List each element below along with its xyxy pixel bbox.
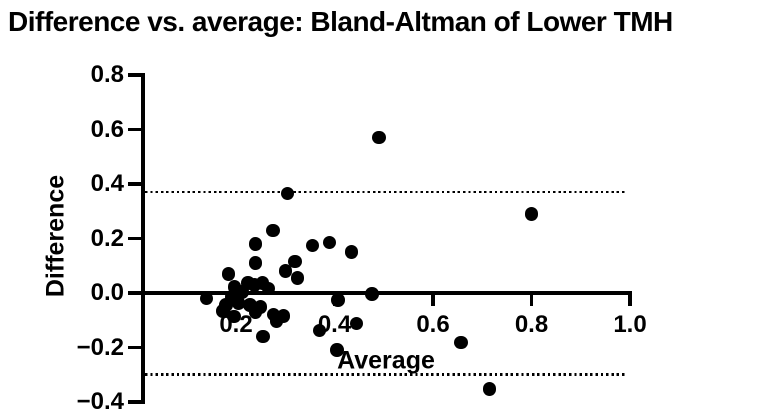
x-tick-mark <box>431 293 435 306</box>
y-tick-mark <box>128 127 141 132</box>
y-tick-label: −0.2 <box>76 333 124 361</box>
data-point <box>278 264 292 278</box>
data-point <box>524 207 539 221</box>
data-point <box>331 293 345 307</box>
y-tick-label: 0.4 <box>90 170 124 197</box>
x-tick-label: 0.8 <box>514 311 549 338</box>
data-point <box>349 316 364 331</box>
y-tick-mark <box>128 291 141 295</box>
y-tick-mark <box>128 345 141 350</box>
data-point <box>365 287 379 301</box>
y-tick-label: 0.0 <box>90 279 124 306</box>
chart-title: Difference vs. average: Bland-Altman of … <box>8 6 673 37</box>
data-point <box>482 382 497 396</box>
data-point <box>305 238 320 253</box>
data-point <box>280 186 295 201</box>
y-tick-label: 0.2 <box>90 224 124 252</box>
data-point <box>221 267 236 281</box>
data-point <box>261 281 276 296</box>
data-point <box>372 130 386 145</box>
x-tick-label: 1.0 <box>613 311 647 338</box>
x-tick-label: 0.6 <box>416 311 450 338</box>
data-point <box>322 235 337 250</box>
lower-loa-line <box>145 373 626 377</box>
data-point <box>330 343 344 357</box>
y-tick-mark <box>128 400 141 404</box>
x-axis-line <box>141 291 632 295</box>
data-point <box>288 254 302 269</box>
data-point <box>290 271 305 285</box>
data-point <box>231 296 246 310</box>
data-point <box>312 323 327 338</box>
y-axis-title: Difference <box>41 174 70 298</box>
data-point <box>276 309 291 323</box>
data-point <box>256 329 270 344</box>
y-tick-mark <box>128 236 141 241</box>
data-point <box>248 237 263 251</box>
y-tick-label: 0.8 <box>90 61 124 88</box>
y-axis-line <box>141 73 145 404</box>
data-point <box>248 305 263 320</box>
x-tick-mark <box>628 293 632 306</box>
x-tick-mark <box>529 293 534 306</box>
data-point <box>227 309 241 324</box>
y-tick-label: −0.4 <box>76 388 124 415</box>
data-point <box>344 245 359 259</box>
data-point <box>454 335 468 350</box>
y-tick-mark <box>128 182 141 186</box>
data-point <box>248 256 263 270</box>
upper-loa-line <box>145 190 626 194</box>
data-point <box>216 304 230 318</box>
data-point <box>199 291 214 306</box>
x-axis-title: Average <box>337 346 435 375</box>
y-tick-mark <box>128 73 141 77</box>
data-point <box>266 223 280 238</box>
y-tick-label: 0.6 <box>90 115 124 143</box>
